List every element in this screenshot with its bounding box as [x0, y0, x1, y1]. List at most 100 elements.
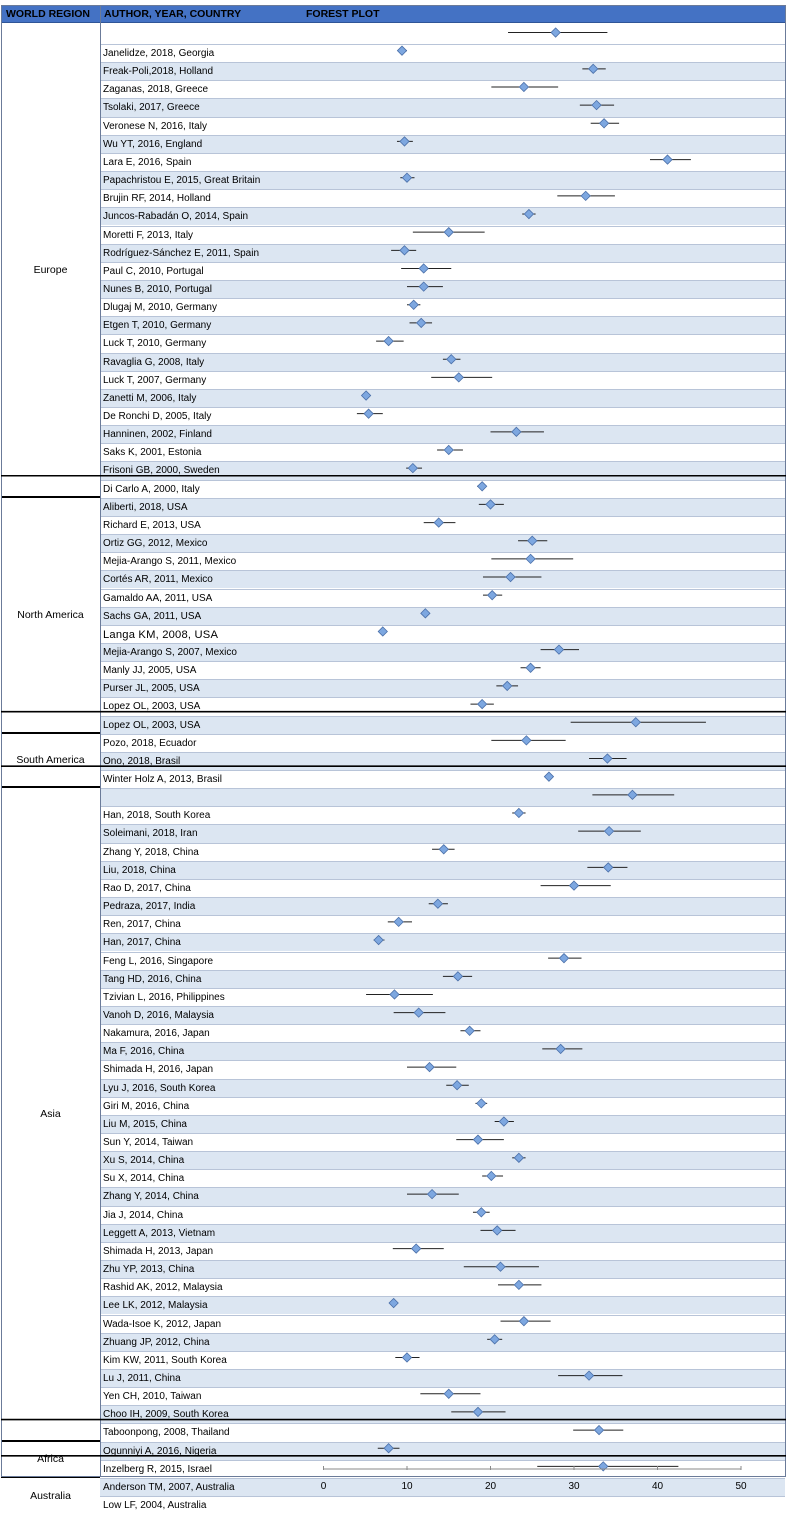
column-divider [100, 5, 101, 1477]
point-estimate-marker [513, 1279, 525, 1291]
study-label: Juncos-Rabadán O, 2014, Spain [103, 211, 249, 223]
study-row: Leggett A, 2013, Vietnam [100, 1223, 785, 1242]
point-estimate-marker [550, 27, 561, 38]
study-label: Etgen T, 2010, Germany [103, 320, 212, 332]
study-row: Langa KM, 2008, USA [100, 624, 785, 643]
study-row: Lee LK, 2012, Malaysia [100, 1296, 785, 1315]
study-row: Rodríguez-Sánchez E, 2011, Spain [100, 243, 785, 262]
study-row: Lopez OL, 2003, USA [100, 715, 785, 734]
point-estimate-marker [464, 1025, 475, 1036]
point-estimate-marker [511, 426, 522, 437]
point-estimate-marker [416, 317, 427, 329]
study-label: Shimada H, 2016, Japan [103, 1064, 214, 1076]
point-estimate-marker [424, 1061, 435, 1073]
study-label: Su X, 2014, China [103, 1173, 185, 1185]
point-estimate-marker [443, 444, 454, 456]
point-estimate-marker [583, 1370, 595, 1381]
study-row: Giri M, 2016, China [100, 1096, 785, 1115]
study-label: Zhang Y, 2014, China [103, 1191, 199, 1203]
point-estimate-marker [502, 680, 513, 692]
study-row: Winter Holz A, 2013, Brasil [100, 770, 785, 788]
study-row: Soleimani, 2018, Iran [100, 824, 785, 843]
point-estimate-marker [433, 517, 444, 528]
point-estimate-marker [492, 1225, 503, 1236]
study-row: Pozo, 2018, Ecuador [100, 733, 785, 752]
point-estimate-marker [525, 662, 536, 673]
study-label: Leggett A, 2013, Vietnam [103, 1227, 216, 1239]
point-estimate-marker [413, 1007, 424, 1018]
study-row: Zhu YP, 2013, China [100, 1260, 785, 1279]
study-label: Hanninen, 2002, Finland [103, 429, 212, 441]
point-estimate-marker [418, 281, 429, 292]
study-row: Nakamura, 2016, Japan [100, 1024, 785, 1042]
study-row: Rao D, 2017, China [100, 878, 785, 897]
study-label: Zhang Y, 2018, China [103, 846, 199, 858]
study-label: Lyu J, 2016, South Korea [103, 1082, 216, 1094]
study-row: Brujin RF, 2014, Holland [100, 189, 785, 207]
study-row: Hanninen, 2002, Finland [100, 425, 785, 444]
point-estimate-marker [472, 1134, 484, 1145]
study-label: Giri M, 2016, China [103, 1100, 190, 1112]
study-row: Ravaglia G, 2008, Italy [100, 352, 785, 371]
point-estimate-marker [602, 753, 613, 764]
point-estimate-marker [389, 989, 400, 1000]
point-estimate-marker [383, 335, 394, 347]
point-estimate-marker [407, 462, 419, 474]
study-row: Su X, 2014, China [100, 1169, 785, 1187]
point-estimate-marker [399, 136, 410, 147]
study-label: Aliberti, 2018, USA [103, 501, 188, 513]
point-estimate-marker [487, 590, 498, 601]
study-label: Dlugaj M, 2010, Germany [103, 302, 217, 314]
forest-plot-header: FOREST PLOT [306, 8, 380, 20]
study-label: Janelidze, 2018, Georgia [103, 48, 215, 59]
study-row: Janelidze, 2018, Georgia [100, 44, 785, 62]
study-label: Pedraza, 2017, India [103, 901, 196, 913]
study-label: Jia J, 2014, China [103, 1209, 184, 1221]
study-row: Sun Y, 2014, Taiwan [100, 1133, 785, 1151]
point-estimate-marker [411, 1243, 422, 1254]
point-estimate-marker [518, 1316, 530, 1327]
point-estimate-marker [401, 172, 413, 183]
study-row: Di Carlo A, 2000, Italy [100, 479, 785, 498]
point-estimate-marker [498, 1116, 510, 1127]
point-estimate-marker [472, 1406, 484, 1418]
study-label: Wu YT, 2016, England [103, 138, 203, 150]
study-label: Luck T, 2010, Germany [103, 338, 207, 350]
point-estimate-marker [568, 880, 580, 891]
point-estimate-marker [443, 227, 454, 238]
point-estimate-marker [553, 644, 565, 655]
region-label: Europe [1, 44, 100, 498]
study-row: Ma F, 2016, China [100, 1042, 785, 1061]
study-label: Sachs GA, 2011, USA [103, 610, 202, 622]
study-row: Shimada H, 2013, Japan [100, 1241, 785, 1260]
study-row: Kim KW, 2011, South Korea [100, 1350, 785, 1369]
study-label: Langa KM, 2008, USA [103, 628, 219, 641]
point-estimate-marker [555, 1043, 566, 1055]
study-label: Nakamura, 2016, Japan [103, 1028, 210, 1040]
study-row: Juncos-Rabadán O, 2014, Spain [100, 207, 785, 226]
study-row: Tsolaki, 2017, Greece [100, 98, 785, 117]
study-label: Taboonpong, 2008, Thailand [103, 1427, 230, 1439]
study-row: Cortés AR, 2011, Mexico [100, 570, 785, 589]
point-estimate-marker [603, 825, 615, 837]
x-tick-label: 40 [652, 1481, 664, 1492]
study-row: Paul C, 2010, Portugal [100, 261, 785, 280]
x-tick-label: 0 [321, 1481, 327, 1492]
point-estimate-marker [543, 771, 555, 782]
point-estimate-marker [393, 916, 404, 928]
point-estimate-marker [476, 481, 488, 492]
point-estimate-marker [408, 299, 419, 310]
region-label: South America [1, 734, 100, 789]
point-estimate-marker [580, 190, 591, 202]
study-label: Feng L, 2016, Singapore [103, 955, 214, 967]
point-estimate-marker [383, 1443, 394, 1454]
study-row: Jia J, 2014, China [100, 1205, 785, 1224]
study-row: Wu YT, 2016, England [100, 134, 785, 153]
study-row: Anderson TM, 2007, Australia [100, 1477, 785, 1496]
study-row: Richard E, 2013, USA [100, 515, 785, 534]
point-estimate-marker [523, 208, 535, 220]
study-row: Lu J, 2011, China [100, 1368, 785, 1388]
study-label: Mejia-Arango S, 2011, Mexico [103, 556, 237, 568]
point-estimate-marker [593, 1424, 605, 1436]
